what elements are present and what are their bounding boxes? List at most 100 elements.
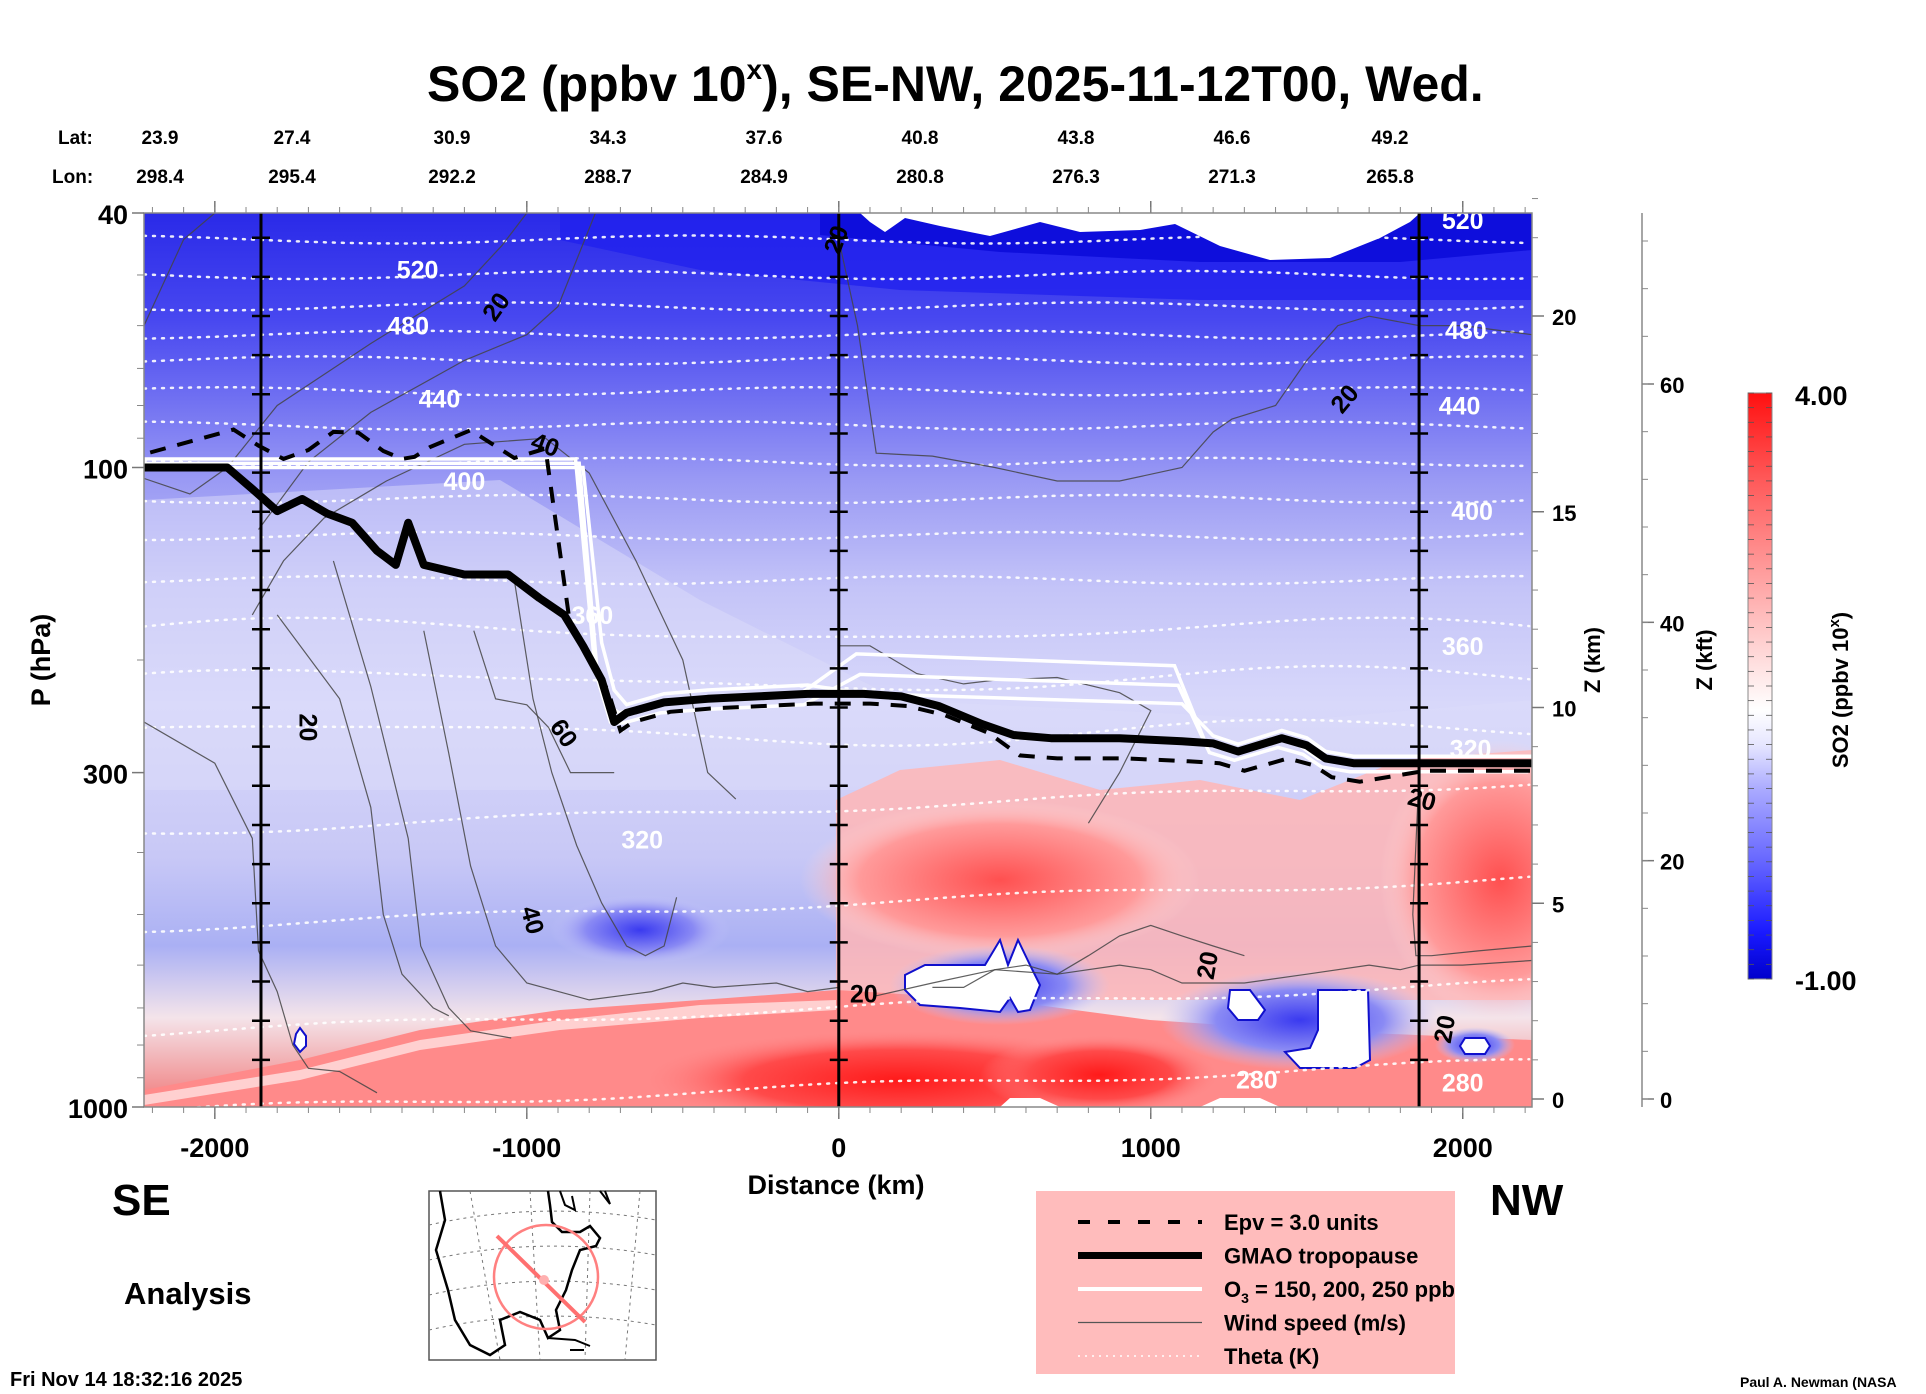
legend-label-text: O (1224, 1277, 1241, 1302)
wind-contour-line (513, 580, 678, 957)
theta-contour-line (144, 301, 1531, 312)
lon-value: 288.7 (584, 167, 632, 188)
theta-label: 480 (387, 313, 429, 341)
lat-value: 30.9 (434, 128, 471, 149)
lat-value: 49.2 (1372, 128, 1409, 149)
theta-label: 320 (1450, 735, 1492, 763)
y-tick-label: 300 (83, 760, 128, 790)
z-km-tick-label: 10 (1552, 697, 1576, 722)
x-tick-label: 2000 (1433, 1133, 1493, 1163)
lat-value: 27.4 (274, 128, 311, 149)
theta-contour-line (144, 977, 1531, 1038)
so2-field-midtrop-light (144, 480, 1532, 790)
wind-contour-line (1412, 772, 1532, 957)
theta-contour-line (144, 718, 1531, 747)
z-km-axis-label: Z (km) (1580, 627, 1605, 693)
axes: -2000 -1000 0 1000 2000 40 100 300 1000 0 5 10 15 20 0… (68, 198, 1684, 1163)
theta-contour-line (144, 530, 1531, 542)
colorbar-label: SO2 (ppbv 10x) (1826, 612, 1853, 768)
legend-label: Wind speed (m/s) (1224, 1311, 1406, 1336)
theta-label: 400 (1451, 498, 1493, 526)
colorbar-min-label: -1.00 (1795, 966, 1857, 996)
analysis-label: Analysis (124, 1276, 252, 1311)
z-kft-tick-label: 60 (1660, 373, 1684, 398)
map-range-circle (492, 1223, 600, 1331)
so2-field-pbl-white (144, 1000, 836, 1105)
theta-contour-line (144, 456, 1531, 468)
wind-label: 20 (1429, 1013, 1461, 1045)
so2-field-red-blob-right (1380, 740, 1532, 1020)
theta-label: 480 (1445, 317, 1487, 345)
wind-contour-line (423, 630, 839, 1001)
lon-value: 295.4 (268, 167, 316, 188)
lat-value: 37.6 (746, 128, 783, 149)
y-axis-label: P (hPa) (26, 614, 56, 707)
y-tick-label: 1000 (68, 1094, 128, 1124)
x-axis-label: Distance (km) (747, 1170, 924, 1200)
z-kft-axis-label: Z (kft) (1692, 629, 1717, 690)
z-kft-tick-label: 0 (1660, 1088, 1672, 1113)
z-km-tick-label: 5 (1552, 892, 1564, 917)
so2-field-hole-3 (1282, 989, 1372, 1069)
plot-area: 520 480 440 400 360 320 520 480 440 400 360 320 280 2… (144, 207, 1532, 1107)
direction-nw: NW (1490, 1176, 1564, 1225)
tropopause-line (144, 463, 1532, 768)
so2-field-hole-2 (1226, 989, 1267, 1021)
lat-value: 40.8 (902, 128, 939, 149)
lon-value: 280.8 (896, 167, 944, 188)
theta-contour-line (144, 355, 1531, 366)
lon-value: 276.3 (1052, 167, 1100, 188)
so2-field-hole-bottom (1000, 1098, 1280, 1107)
z-km-tick-label: 0 (1552, 1088, 1564, 1113)
legend-label-subscript: 3 (1241, 1290, 1249, 1306)
wind-contour-line (144, 213, 528, 495)
map-center-star-icon (539, 1275, 549, 1285)
lon-value: 292.2 (428, 167, 476, 188)
wind-contour-line (932, 924, 1245, 988)
theta-contour-line (144, 234, 1531, 245)
legend-label-text: Epv = 3.0 units (1224, 1210, 1379, 1235)
legend-label: GMAO tropopause (1224, 1244, 1418, 1269)
credit: Paul A. Newman (NASA (1740, 1374, 1897, 1390)
theta-contour-line (183, 1058, 1531, 1107)
z-kft-tick-label: 40 (1660, 611, 1684, 636)
map-inset (428, 1190, 657, 1361)
epv-path (149, 427, 1532, 784)
legend-label-text: Theta (K) (1224, 1344, 1319, 1369)
ozone-contour-line (144, 461, 1529, 774)
z-km-tick-label: 20 (1552, 305, 1576, 330)
theta-label: 400 (444, 468, 486, 496)
so2-field-red-blob (800, 800, 1200, 960)
wind-contour-line (144, 213, 216, 326)
x-tick-label: 1000 (1121, 1133, 1181, 1163)
legend-label-text: Wind speed (m/s) (1224, 1311, 1406, 1336)
lon-label: Lon: (52, 167, 93, 188)
lon-value: 284.9 (740, 167, 788, 188)
tropopause-path (144, 463, 1532, 768)
y-tick-label: 40 (98, 200, 128, 230)
lat-value: 43.8 (1058, 128, 1095, 149)
lat-value: 46.6 (1214, 128, 1251, 149)
lon-value: 265.8 (1366, 167, 1414, 188)
theta-contour-line (144, 616, 1531, 639)
x-tick-label: 0 (831, 1133, 846, 1163)
lat-row: Lat: 23.9 27.4 30.9 34.3 37.6 40.8 43.8 46.6 49.… (58, 128, 1408, 149)
map-coastline (434, 1190, 602, 1357)
wind-label: 20 (1192, 949, 1224, 981)
so2-field-missing-top (860, 213, 1420, 260)
theta-contour-line (144, 420, 1531, 431)
ozone-contour-line (144, 465, 1532, 758)
theta-label: 520 (1442, 207, 1484, 235)
colorbar: 4.00 -1.00 SO2 (ppbv 10x) (1747, 381, 1857, 996)
theta-label: 520 (397, 256, 439, 284)
so2-field-red-core-2 (980, 1035, 1220, 1107)
legend-label-text: GMAO tropopause (1224, 1244, 1418, 1269)
lon-value: 271.3 (1208, 167, 1256, 188)
theta-labels: 520 480 440 400 360 320 520 480 440 400 360 320 280 2… (387, 207, 1493, 1097)
theta-label: 320 (621, 827, 663, 855)
theta-label: 360 (1442, 633, 1484, 661)
theta-contour-line (144, 329, 1531, 340)
direction-se: SE (112, 1176, 171, 1225)
theta-contour-line (144, 574, 1531, 586)
theta-label: 280 (1442, 1069, 1484, 1097)
